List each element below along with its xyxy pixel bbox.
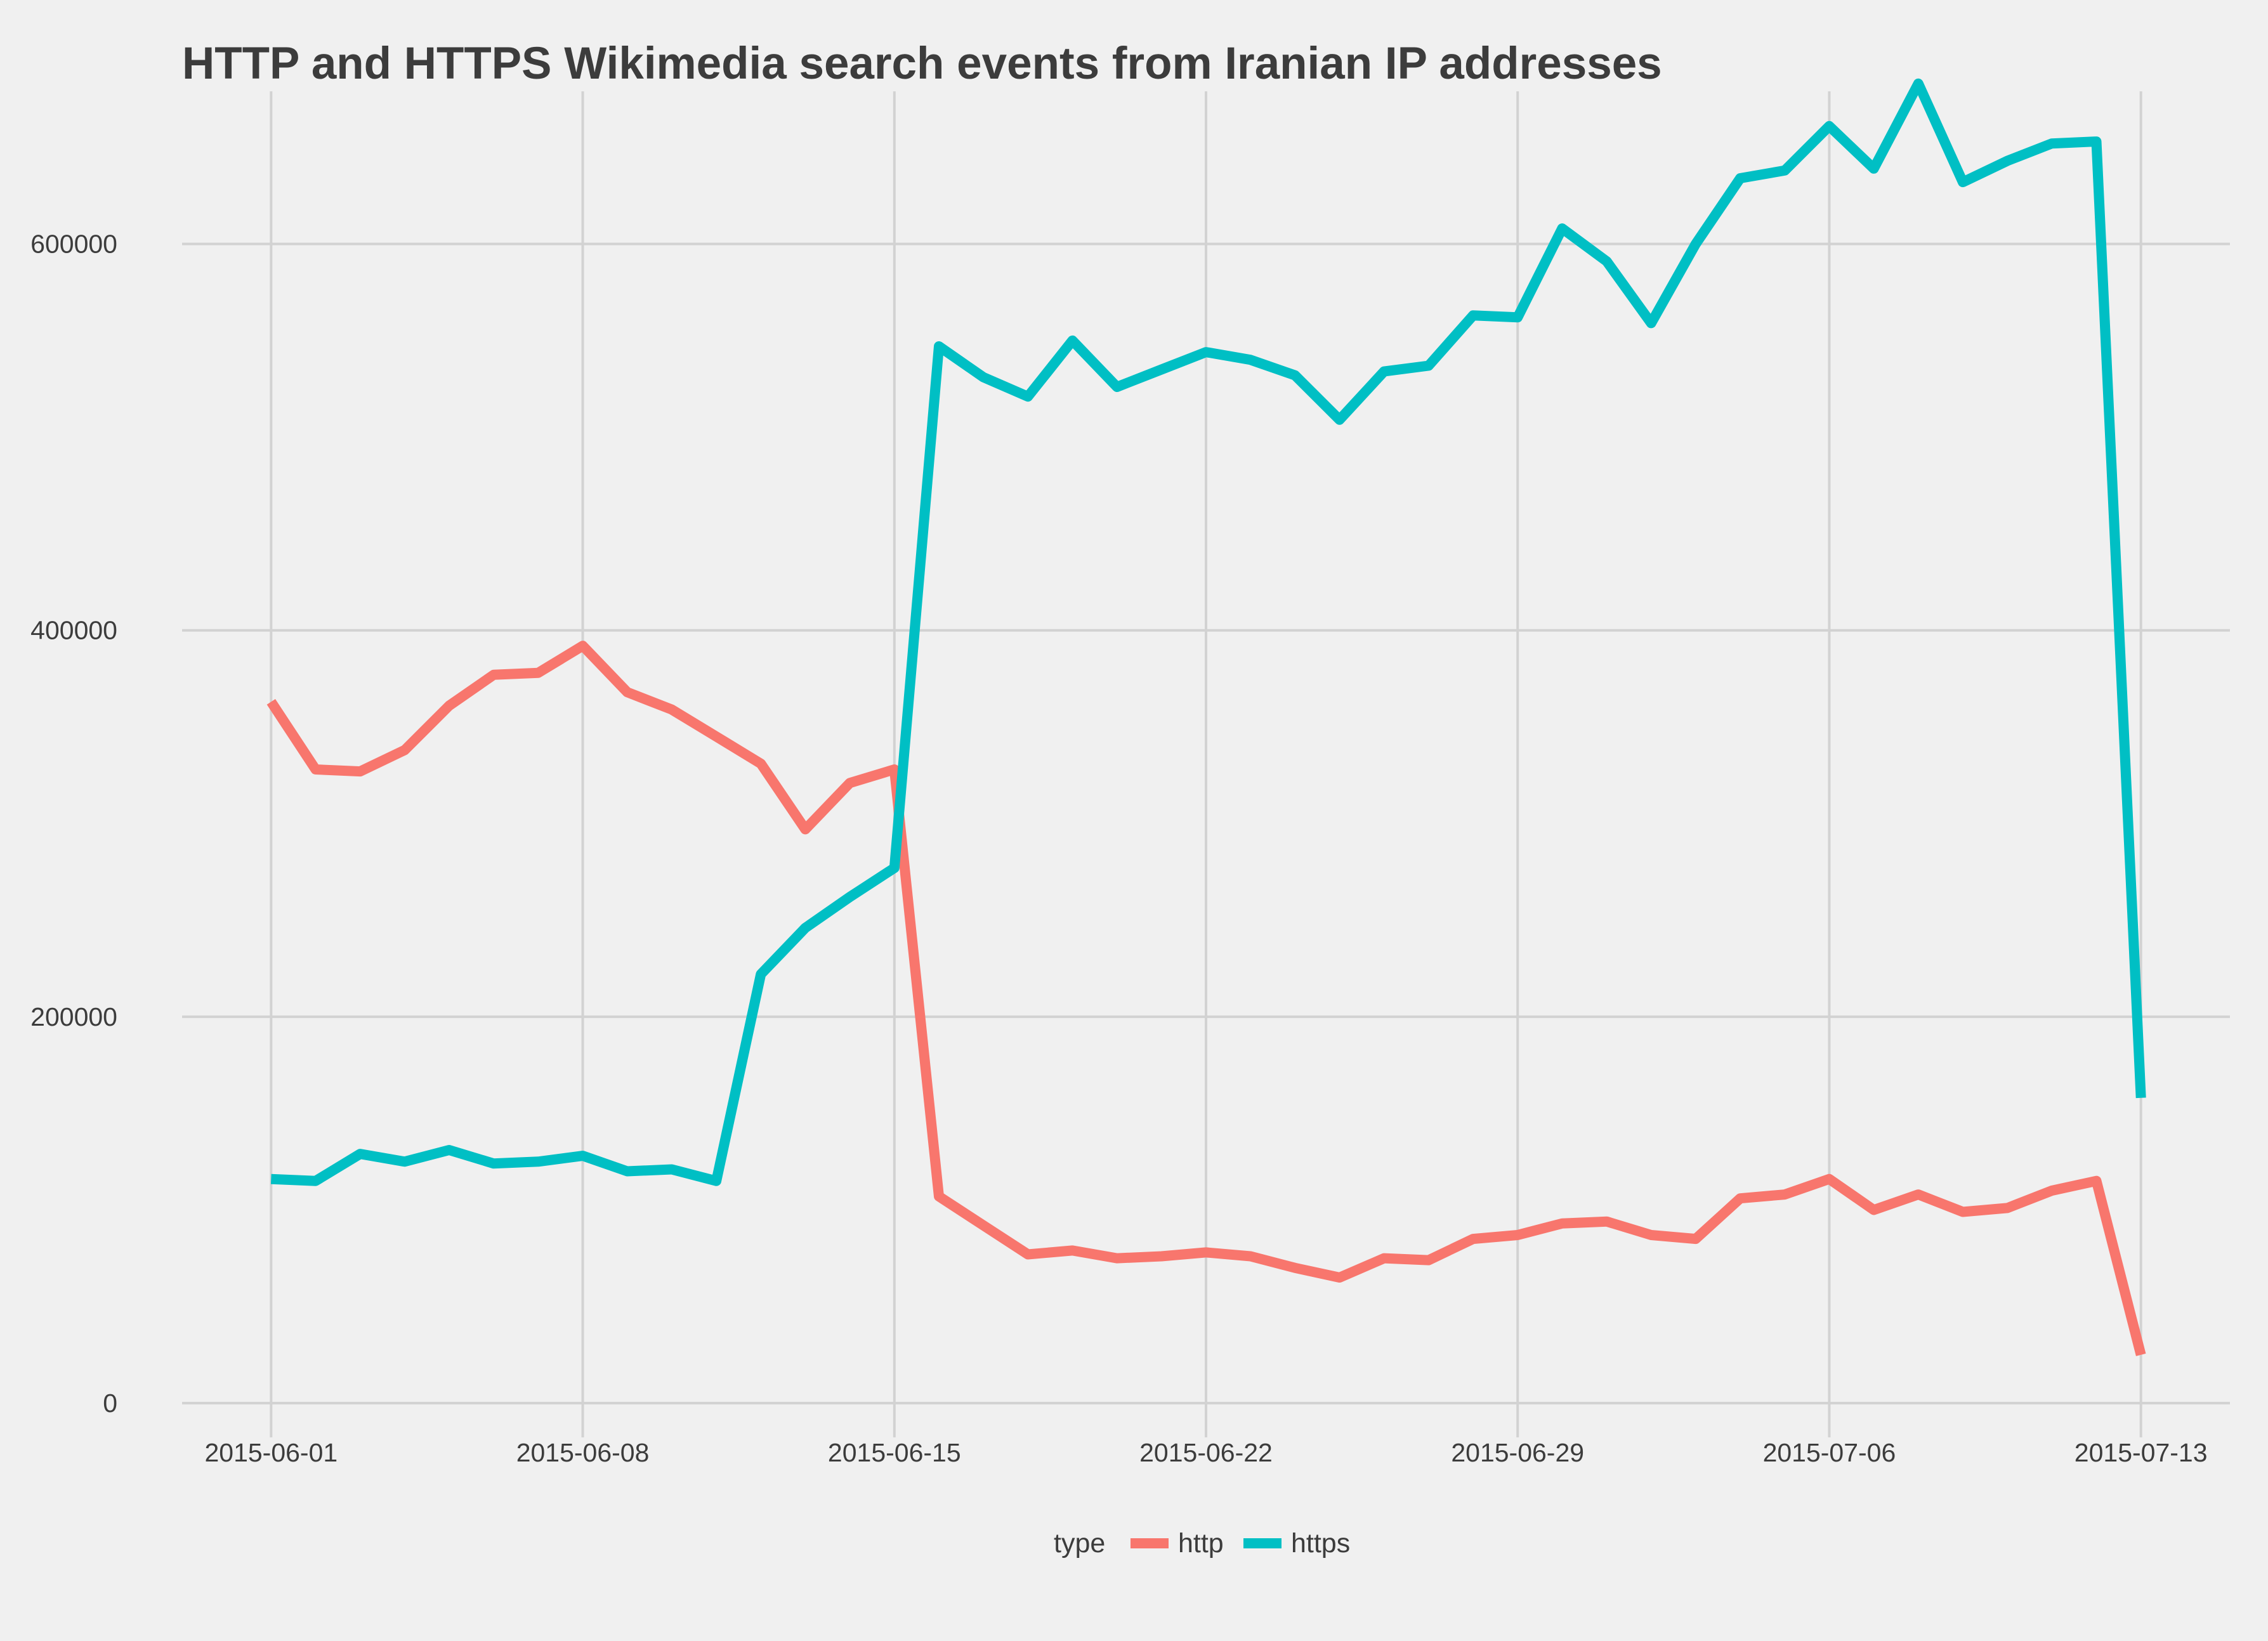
x-tick-label: 2015-06-08 [516,1438,650,1467]
chart-title: HTTP and HTTPS Wikimedia search events f… [182,39,1662,89]
y-tick-label: 0 [103,1389,117,1418]
grid [182,91,2230,1437]
x-tick-label: 2015-06-15 [828,1438,961,1467]
y-tick-label: 400000 [30,616,117,645]
legend-title: type [1054,1528,1105,1559]
y-axis: 0 200000 400000 600000 [30,230,117,1418]
y-tick-label: 600000 [30,230,117,259]
series-lines [266,78,2146,1356]
legend: type http https [1054,1528,1350,1559]
legend-label-https: https [1291,1528,1350,1559]
x-tick-label: 2015-07-06 [1763,1438,1896,1467]
x-tick-label: 2015-06-22 [1139,1438,1273,1467]
x-tick-label: 2015-06-29 [1451,1438,1584,1467]
series-line-https [270,78,2146,1186]
x-axis: 2015-06-01 2015-06-08 2015-06-15 2015-06-22… [204,1438,2207,1467]
series-line-http [266,641,2146,1356]
y-tick-label: 200000 [30,1002,117,1031]
x-tick-label: 2015-07-13 [2075,1438,2208,1467]
legend-label-http: http [1178,1528,1224,1559]
x-tick-label: 2015-06-01 [204,1438,338,1467]
